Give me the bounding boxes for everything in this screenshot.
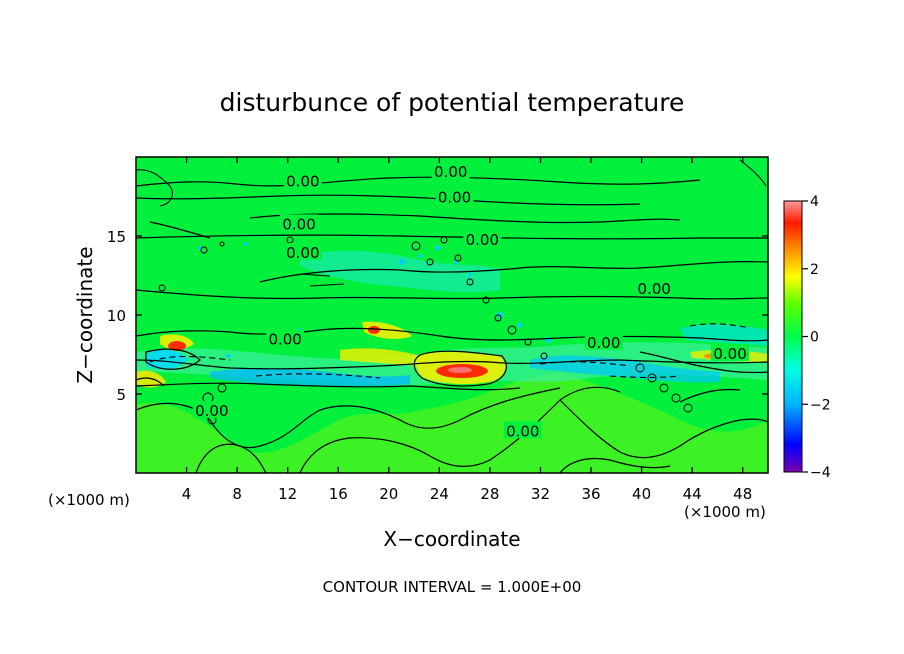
y-axis-ticks: 5 10 15 [107,228,768,404]
contour-lines [136,176,768,473]
x-tick-label: 28 [480,485,499,503]
contour-label: 0.00 [286,244,319,262]
upper-cyan-patch [300,250,500,293]
x-tick-label: 24 [430,485,449,503]
contour-label-bg [463,230,502,248]
blue-band-mid [210,368,410,387]
colorbar-tick-label: 2 [810,262,819,278]
contour-label-bg [435,187,474,205]
x-tick-label: 40 [632,485,651,503]
colorbar-ticks: 4 2 0 −2 −4 [802,194,831,481]
contour-label-bg [283,171,322,189]
contour-label: 0.00 [638,280,671,298]
plot-area [136,157,768,473]
x-tick-label: 16 [329,485,348,503]
contour-label: 0.00 [195,402,228,420]
contour-label: 0.00 [506,422,539,440]
x-tick-label: 36 [581,485,600,503]
lower-yellowgreen-region [136,372,768,473]
x-tick-label: 20 [379,485,398,503]
x-tick-label: 48 [733,485,752,503]
contour-label-bg [266,329,305,347]
contour-interval-note: CONTOUR INTERVAL = 1.000E+00 [323,578,582,596]
yellow-patch-far-left [136,370,166,388]
y-tick-label: 5 [116,386,126,404]
x-tick-label: 44 [683,485,702,503]
x-axis-label: X−coordinate [383,527,520,551]
x-axis-ticks: 4 8 12 16 20 24 28 32 36 40 44 48 [182,157,752,503]
colorbar-tick-label: 4 [810,194,819,210]
colorbar-tick-label: −2 [810,397,831,413]
y-axis-label: Z−coordinate [73,246,97,383]
contour-labels: 0.00 0.00 0.00 0.00 0.00 0.00 0.00 0.00 0.00 0.00… [192,162,750,440]
x-tick-label: 12 [278,485,297,503]
contour-label: 0.00 [713,345,746,363]
chart-title: disturbunce of potential temperature [220,88,685,117]
cyan-patch-left [146,349,188,370]
contour-label-bg [431,162,470,180]
contour-label: 0.00 [438,189,471,207]
x-tick-label: 8 [232,485,242,503]
contour-label-bg [711,343,750,361]
contour-label-bg [280,214,319,232]
contour-label: 0.00 [466,231,499,249]
x-tick-label: 32 [531,485,550,503]
contour-label-bg [503,421,542,439]
x-tick-label: 4 [182,485,192,503]
scattered-cells [198,242,551,358]
max-hotspot-core [448,367,472,373]
x-unit-right: (×1000 m) [684,503,766,521]
contour-label-bg [584,332,623,350]
contour-label-bg [635,279,674,297]
hotspot-mid [368,326,380,334]
colorbar-tick-label: 0 [810,330,819,346]
x-unit-left: (×1000 m) [48,491,130,509]
colorbar-tick-label: −4 [810,465,831,481]
y-tick-label: 15 [107,228,126,246]
negative-contours [149,323,751,379]
contour-label: 0.00 [282,215,315,233]
small-contour-cells [136,159,767,425]
contour-label: 0.00 [286,173,319,191]
contour-label-bg [192,400,231,418]
blue-band-right [530,355,720,383]
contour-label: 0.00 [268,331,301,349]
yellow-strip-left [340,348,420,366]
contour-label: 0.00 [587,334,620,352]
contour-label: 0.00 [434,163,467,181]
colorbar [783,200,803,473]
contour-label-bg [283,242,322,260]
y-tick-label: 10 [107,307,126,325]
hotspot-left [168,341,186,351]
